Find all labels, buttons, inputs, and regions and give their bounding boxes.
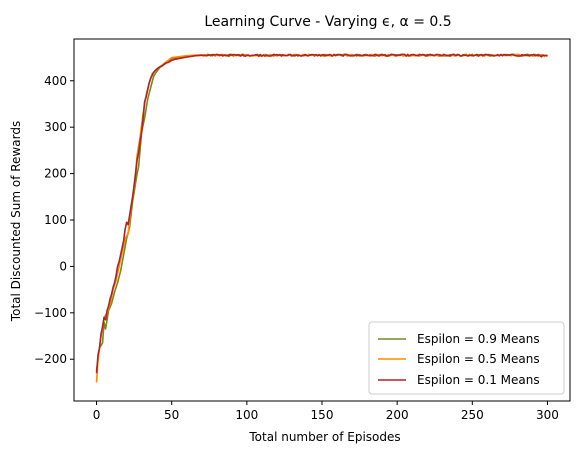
legend: Espilon = 0.9 Means Espilon = 0.5 Means … xyxy=(368,321,565,395)
legend-label-1: Espilon = 0.5 Means xyxy=(417,352,540,366)
legend-entry-1: Espilon = 0.5 Means xyxy=(378,352,540,366)
y-tick-label-5: 300 xyxy=(44,120,67,134)
legend-entry-2: Espilon = 0.1 Means xyxy=(378,373,540,387)
legend-label-0: Espilon = 0.9 Means xyxy=(417,332,540,346)
y-tick-label-2: 0 xyxy=(59,259,67,273)
x-tick-label-4: 200 xyxy=(386,408,409,422)
series-line-2 xyxy=(95,53,548,374)
plot-area xyxy=(95,53,548,383)
x-axis: 0 50 100 150 200 250 300 xyxy=(93,401,559,422)
legend-box xyxy=(368,321,565,395)
y-axis-label: Total Discounted Sum of Rewards xyxy=(9,121,23,322)
x-tick-label-5: 250 xyxy=(461,408,484,422)
x-tick-label-1: 50 xyxy=(164,408,179,422)
x-tick-label-0: 0 xyxy=(93,408,101,422)
x-tick-label-3: 150 xyxy=(311,408,334,422)
legend-entry-0: Espilon = 0.9 Means xyxy=(378,332,540,346)
y-tick-label-6: 400 xyxy=(44,74,67,88)
y-tick-label-3: 100 xyxy=(44,213,67,227)
chart-title: Learning Curve - Varying ϵ, α = 0.5 xyxy=(204,14,451,30)
y-tick-label-0: −200 xyxy=(34,352,67,366)
x-axis-label: Total number of Episodes xyxy=(248,430,400,444)
y-tick-label-4: 200 xyxy=(44,167,67,181)
y-tick-label-1: −100 xyxy=(34,306,67,320)
x-tick-label-6: 300 xyxy=(536,408,559,422)
legend-label-2: Espilon = 0.1 Means xyxy=(417,373,540,387)
x-tick-label-2: 100 xyxy=(235,408,258,422)
y-axis: −200 −100 0 100 200 300 400 xyxy=(34,74,74,366)
